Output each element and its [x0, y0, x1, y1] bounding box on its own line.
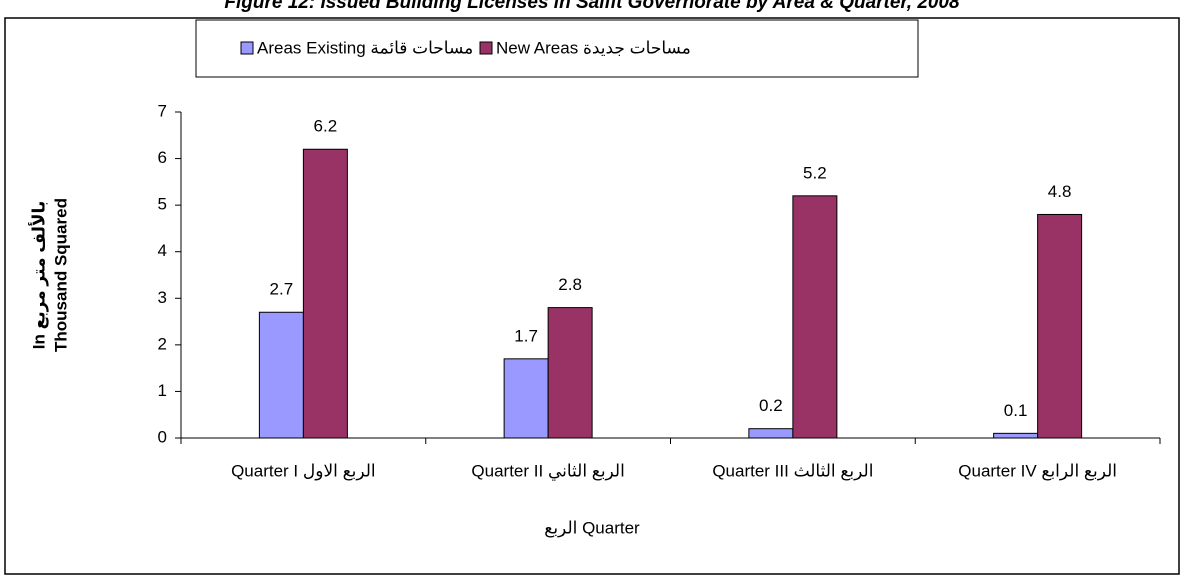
chart-frame: [4, 17, 1180, 575]
bar: [258, 311, 304, 439]
data-label: 2.7: [270, 280, 294, 299]
y-tick-label: 2: [158, 334, 167, 353]
x-tick-label: Quarter I الربع الاول: [231, 461, 376, 481]
data-label: 1.7: [514, 326, 538, 345]
bar: [547, 307, 593, 439]
legend-swatch: [479, 41, 493, 55]
data-label: 5.2: [803, 163, 827, 182]
y-axis-label-line: In بالألف متر مربع: [28, 201, 49, 349]
x-axis-label: الربع Quarter: [544, 518, 640, 538]
legend-label: New Areas مساحات جديدة: [496, 38, 691, 57]
y-tick-label: 3: [158, 288, 167, 307]
x-tick-label: Quarter II الربع الثاني: [471, 461, 624, 481]
x-tick-label: Quarter IV الربع الرابع: [958, 461, 1117, 481]
bar: [503, 358, 549, 439]
data-label: 0.2: [759, 396, 783, 415]
data-label: 0.1: [1004, 401, 1028, 420]
bar: [1037, 213, 1083, 439]
y-tick-label: 5: [158, 195, 167, 214]
y-tick-label: 6: [158, 148, 167, 167]
chart-title: Figure 12: Issued Building Licenses in S…: [224, 0, 960, 13]
y-tick-label: 4: [158, 241, 167, 260]
x-tick-label: Quarter III الربع الثالث: [712, 461, 873, 481]
data-label: 6.2: [314, 117, 338, 136]
legend-swatch: [240, 41, 254, 55]
bar: [302, 148, 348, 439]
bar: [993, 432, 1039, 439]
y-axis-label: In بالألف متر مربع Thousand Squared: [28, 198, 70, 352]
y-axis-label-line: Thousand Squared: [51, 198, 70, 352]
data-label: 2.8: [558, 275, 582, 294]
y-tick-label: 7: [158, 101, 167, 120]
data-label: 4.8: [1048, 182, 1072, 201]
y-tick-label: 1: [158, 381, 167, 400]
bar: [748, 428, 794, 439]
legend-label: Areas Existing مساحات قائمة: [257, 38, 473, 57]
legend-box: [195, 19, 919, 78]
bar: [792, 195, 838, 439]
y-tick-label: 0: [158, 427, 167, 446]
